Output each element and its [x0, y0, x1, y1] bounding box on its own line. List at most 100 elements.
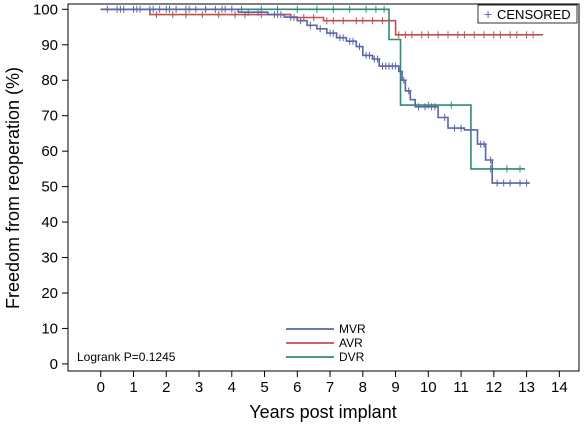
dvr-curve — [100, 8, 525, 170]
y-tick-label: 20 — [41, 285, 58, 302]
mvr-censor-mark — [192, 5, 199, 13]
avr-censor-mark — [153, 11, 160, 19]
mvr-censor-mark — [494, 179, 501, 187]
dvr-censor-mark — [363, 5, 370, 13]
dvr-censor-mark — [448, 101, 455, 109]
plot-frame — [67, 3, 580, 372]
mvr-censor-mark — [422, 103, 428, 111]
mvr-censor-mark — [114, 5, 121, 13]
mvr-censor-mark — [487, 156, 494, 164]
y-tick-label: 90 — [41, 37, 58, 54]
censored-legend-symbol: + — [484, 6, 492, 22]
mvr-censor-mark — [104, 5, 111, 13]
avr-censor-mark — [395, 31, 402, 39]
avr-censor-mark — [300, 14, 307, 21]
y-axis-label: Freedom from reoperation (%) — [3, 67, 23, 309]
avr-censor-mark — [513, 31, 520, 39]
mvr-censor-mark — [431, 103, 438, 111]
avr-censor-mark — [497, 31, 504, 39]
avr-curve — [100, 8, 543, 36]
avr-censor-mark — [232, 11, 239, 19]
dvr-censor-mark — [346, 5, 353, 13]
y-tick-label: 0 — [50, 356, 58, 373]
survival-curves — [100, 5, 543, 187]
mvr-censor-mark — [374, 55, 381, 63]
y-tick-label: 30 — [41, 250, 58, 267]
avr-censor-mark — [490, 31, 497, 39]
x-tick-label: 8 — [359, 379, 367, 396]
avr-censor-mark — [215, 11, 222, 19]
x-tick-label: 7 — [326, 379, 334, 396]
dvr-censor-mark — [330, 5, 337, 13]
y-tick-label: 60 — [41, 143, 58, 160]
mvr-censor-mark — [245, 8, 252, 16]
y-tick-label: 100 — [33, 1, 58, 18]
mvr-legend-label: MVR — [339, 322, 366, 336]
avr-censor-mark — [454, 31, 461, 39]
avr-censor-mark — [530, 31, 537, 39]
y-tick-label: 50 — [41, 179, 58, 196]
mvr-censor-mark — [317, 25, 324, 33]
avr-censor-mark — [353, 17, 360, 25]
x-tick-label: 13 — [518, 379, 535, 396]
mvr-censor-mark — [451, 124, 458, 132]
dvr-censor-mark — [313, 5, 320, 13]
x-tick-label: 14 — [551, 379, 568, 396]
mvr-censor-mark — [255, 8, 261, 16]
avr-censor-mark — [408, 31, 415, 39]
x-tick-label: 4 — [228, 379, 236, 396]
y-tick-label: 10 — [41, 320, 58, 337]
mvr-censor-mark — [228, 5, 235, 13]
censored-legend: + CENSORED — [477, 4, 578, 24]
avr-censor-mark — [310, 14, 317, 21]
dvr-censor-mark — [294, 5, 301, 13]
mvr-censor-mark — [287, 13, 294, 21]
x-tick-label: 6 — [293, 379, 301, 396]
mvr-censor-mark — [467, 126, 474, 134]
avr-censor-mark — [418, 31, 425, 39]
mvr-censor-mark — [163, 5, 170, 13]
avr-censor-mark — [330, 17, 337, 25]
avr-censor-mark — [169, 11, 176, 19]
logrank-annotation: Logrank P=0.1245 — [77, 350, 176, 364]
x-tick-label: 9 — [391, 379, 399, 396]
mvr-censor-mark — [458, 124, 465, 132]
mvr-censor-mark — [120, 5, 127, 13]
avr-censor-mark — [471, 31, 478, 39]
x-tick-label: 1 — [129, 379, 137, 396]
avr-censor-mark — [507, 31, 514, 39]
mvr-censor-mark — [202, 5, 209, 13]
mvr-censor-mark — [392, 62, 399, 70]
x-axis-label: Years post implant — [249, 402, 396, 422]
avr-censor-mark — [435, 31, 442, 39]
x-tick-label: 5 — [260, 379, 268, 396]
dvr-censor-mark — [381, 5, 388, 13]
avr-censor-mark — [523, 31, 530, 39]
x-tick-label: 11 — [453, 379, 469, 396]
avr-censor-mark — [379, 17, 386, 25]
y-tick-label: 40 — [41, 214, 58, 231]
x-tick-label: 0 — [97, 379, 105, 396]
avr-censor-mark — [359, 17, 366, 25]
mvr-censor-mark — [507, 179, 514, 187]
avr-censor-mark — [340, 17, 347, 25]
dvr-legend-label: DVR — [339, 350, 365, 364]
mvr-censor-mark — [212, 5, 219, 13]
mvr-censor-mark — [277, 11, 284, 19]
avr-censor-mark — [481, 31, 487, 39]
y-tick-label: 80 — [41, 72, 58, 89]
mvr-censor-mark — [307, 21, 314, 29]
mvr-censor-mark — [271, 11, 278, 19]
mvr-censor-mark — [137, 5, 144, 13]
censored-legend-label: CENSORED — [497, 7, 571, 22]
mvr-censor-mark — [146, 5, 153, 13]
dvr-censor-mark — [372, 5, 379, 13]
mvr-censor-mark — [356, 43, 363, 51]
avr-censor-mark — [323, 17, 330, 25]
censored-legend-box — [477, 4, 578, 24]
dvr-censor-mark — [503, 165, 510, 173]
y-tick-label: 70 — [41, 108, 58, 125]
